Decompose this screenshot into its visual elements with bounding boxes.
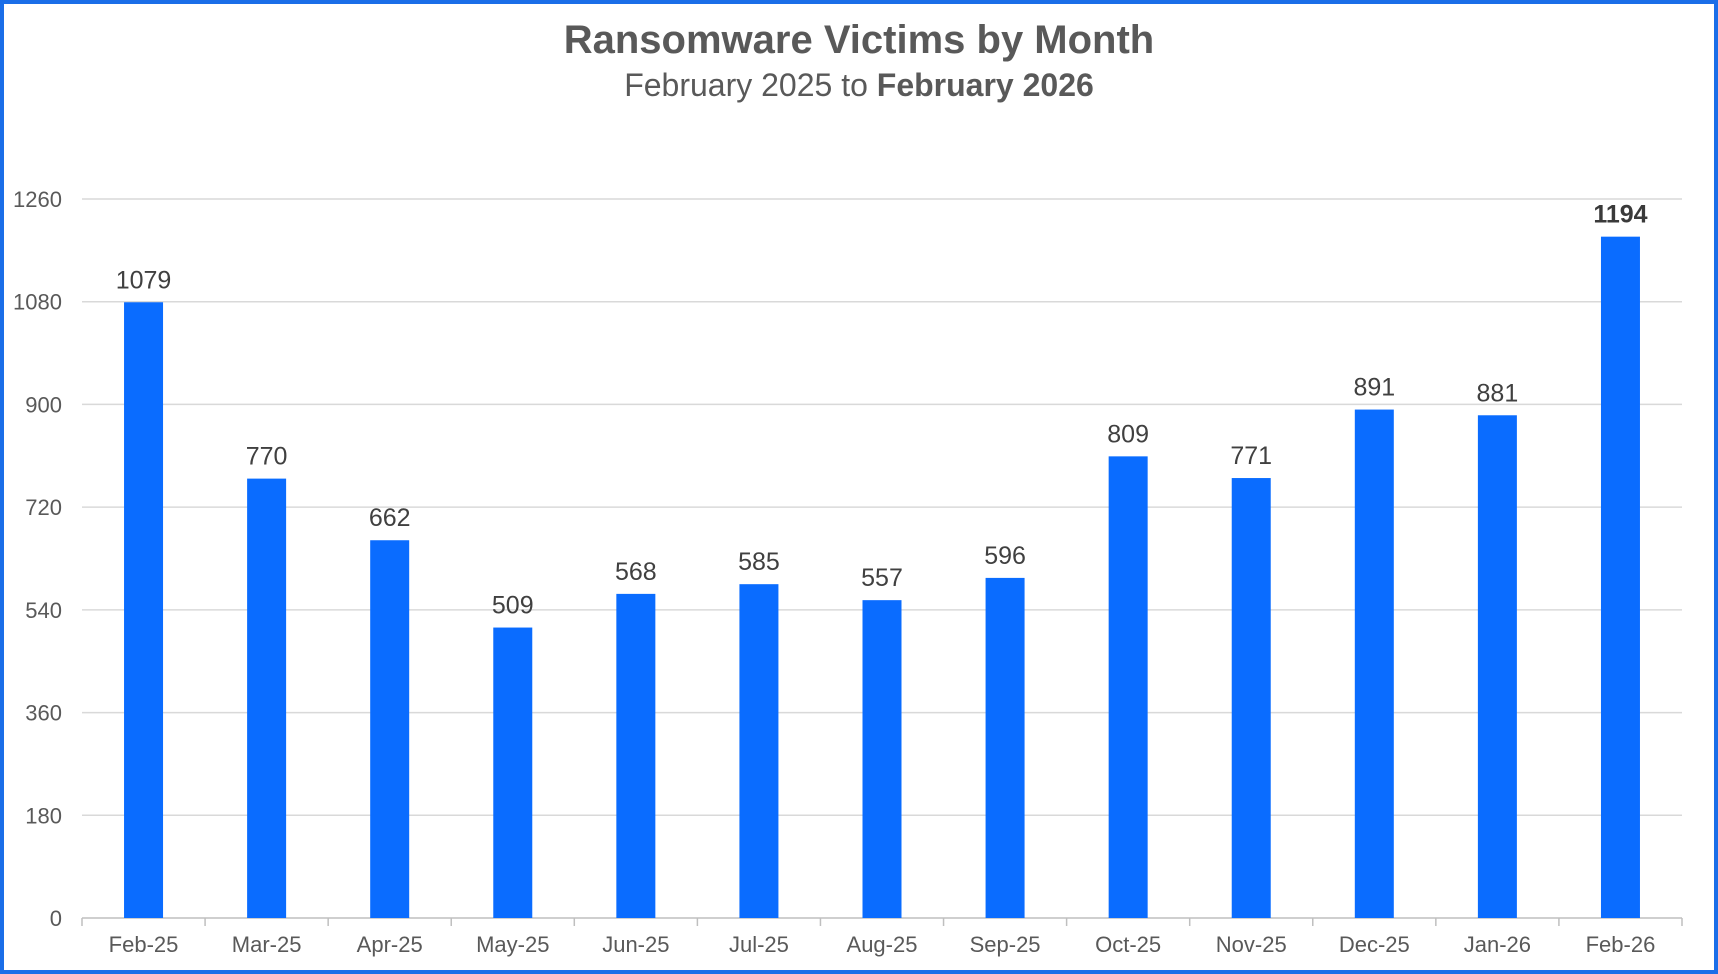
x-tick-label-Mar-25: Mar-25: [232, 932, 302, 957]
bar-Sep-25: [985, 577, 1025, 918]
y-tick-label-360: 360: [25, 701, 62, 726]
data-label-Jan-26: 881: [1477, 379, 1519, 407]
data-label-Aug-25: 557: [861, 564, 903, 592]
data-label-Sep-25: 596: [984, 542, 1026, 570]
x-tick-label-Aug-25: Aug-25: [847, 932, 918, 957]
bar-Oct-25: [1108, 456, 1148, 918]
bar-Feb-25: [124, 302, 164, 918]
chart-title: Ransomware Victims by Month: [563, 18, 1155, 62]
y-tick-label-1080: 1080: [13, 290, 62, 315]
x-tick-label-Jul-25: Jul-25: [729, 932, 789, 957]
data-label-Dec-25: 891: [1353, 374, 1395, 402]
x-tick-label-Jan-26: Jan-26: [1464, 932, 1531, 957]
x-tick-label-Feb-26: Feb-26: [1586, 932, 1656, 957]
bar-Aug-25: [862, 600, 902, 918]
data-label-Jul-25: 585: [738, 548, 780, 576]
y-tick-label-720: 720: [25, 495, 62, 520]
bar-Nov-25: [1231, 478, 1271, 918]
x-tick-label-Jun-25: Jun-25: [602, 932, 669, 957]
bar-Feb-26: [1600, 236, 1640, 918]
data-label-Feb-26: 1194: [1593, 201, 1647, 229]
data-label-Nov-25: 771: [1230, 442, 1272, 470]
y-tick-label-1260: 1260: [13, 187, 62, 212]
x-tick-label-Apr-25: Apr-25: [357, 932, 423, 957]
data-label-Oct-25: 809: [1107, 420, 1149, 448]
data-label-Mar-25: 770: [246, 443, 288, 471]
bar-May-25: [493, 627, 533, 918]
bar-Mar-25: [247, 478, 287, 918]
bar-Jan-26: [1477, 415, 1517, 918]
y-tick-label-0: 0: [50, 906, 62, 931]
y-tick-label-900: 900: [25, 392, 62, 417]
y-tick-label-540: 540: [25, 598, 62, 623]
x-tick-label-Feb-25: Feb-25: [109, 932, 179, 957]
data-label-Jun-25: 568: [615, 558, 657, 586]
y-tick-label-180: 180: [25, 803, 62, 828]
bar-Jun-25: [616, 593, 656, 918]
x-tick-label-Sep-25: Sep-25: [970, 932, 1041, 957]
chart-subtitle: February 2025 to February 2026: [0, 67, 1718, 104]
bar-Apr-25: [370, 540, 410, 918]
x-tick-label-Nov-25: Nov-25: [1216, 932, 1287, 957]
bar-Dec-25: [1354, 409, 1394, 918]
x-tick-label-Oct-25: Oct-25: [1095, 932, 1161, 957]
x-tick-label-Dec-25: Dec-25: [1339, 932, 1410, 957]
x-tick-label-May-25: May-25: [476, 932, 549, 957]
subtitle-prefix: February 2025 to: [624, 67, 877, 103]
bar-Jul-25: [739, 584, 779, 918]
data-label-Feb-25: 1079: [116, 266, 172, 294]
data-label-May-25: 509: [492, 592, 534, 620]
subtitle-emphasis: February 2026: [876, 67, 1094, 103]
data-label-Apr-25: 662: [369, 504, 411, 532]
